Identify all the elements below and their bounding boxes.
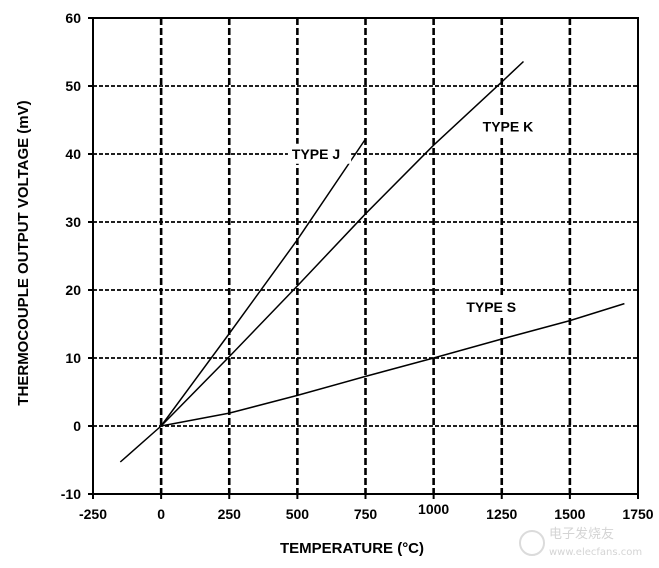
x-tick-label: -250 xyxy=(79,506,107,522)
y-tick-label: -10 xyxy=(61,486,81,502)
series-line-type-k xyxy=(119,60,525,463)
series-label-type-j: TYPE J xyxy=(292,146,340,162)
plot-frame xyxy=(88,17,639,499)
y-tick-label: 40 xyxy=(65,146,81,162)
y-tick-label: 20 xyxy=(65,282,81,298)
series-label-type-k: TYPE K xyxy=(483,119,534,135)
series-label-background xyxy=(287,143,352,164)
y-tick-label: 10 xyxy=(65,350,81,366)
watermark-text: 电子发烧友 xyxy=(549,526,614,542)
x-tick-label: 500 xyxy=(286,506,310,522)
x-tick-label: 250 xyxy=(218,506,242,522)
tick-labels: -250 0 250 500 750 1000 1250 1500 1750 -10 0 10 20 30… xyxy=(61,10,654,522)
x-tick-label: 1000 xyxy=(418,501,449,517)
series-line-type-s xyxy=(160,302,625,427)
series-labels: TYPE J TYPE K TYPE S xyxy=(287,116,542,317)
x-tick-label: 1500 xyxy=(554,506,585,522)
series-label-type-s: TYPE S xyxy=(466,299,516,315)
watermark: 电子发烧友 www.elecfans.com xyxy=(519,526,642,558)
series-label-background xyxy=(478,116,542,137)
x-tick-label: 750 xyxy=(354,506,378,522)
y-tick-label: 60 xyxy=(65,10,81,26)
y-tick-label: 50 xyxy=(65,78,81,94)
y-tick-label: 30 xyxy=(65,214,81,230)
grid xyxy=(93,18,638,494)
watermark-logo-icon xyxy=(519,530,545,556)
x-tick-label: 1250 xyxy=(486,506,517,522)
series-lines xyxy=(119,60,625,463)
y-axis-title: THERMOCOUPLE OUTPUT VOLTAGE (mV) xyxy=(15,100,32,405)
watermark-subtext: www.elecfans.com xyxy=(549,547,642,558)
x-tick-label: 1750 xyxy=(622,506,653,522)
x-axis-title: TEMPERATURE (°C) xyxy=(280,540,424,557)
y-tick-label: 0 xyxy=(73,418,81,434)
series-line-type-j xyxy=(160,138,367,427)
series-label-background xyxy=(462,296,526,317)
x-tick-label: 0 xyxy=(157,506,165,522)
